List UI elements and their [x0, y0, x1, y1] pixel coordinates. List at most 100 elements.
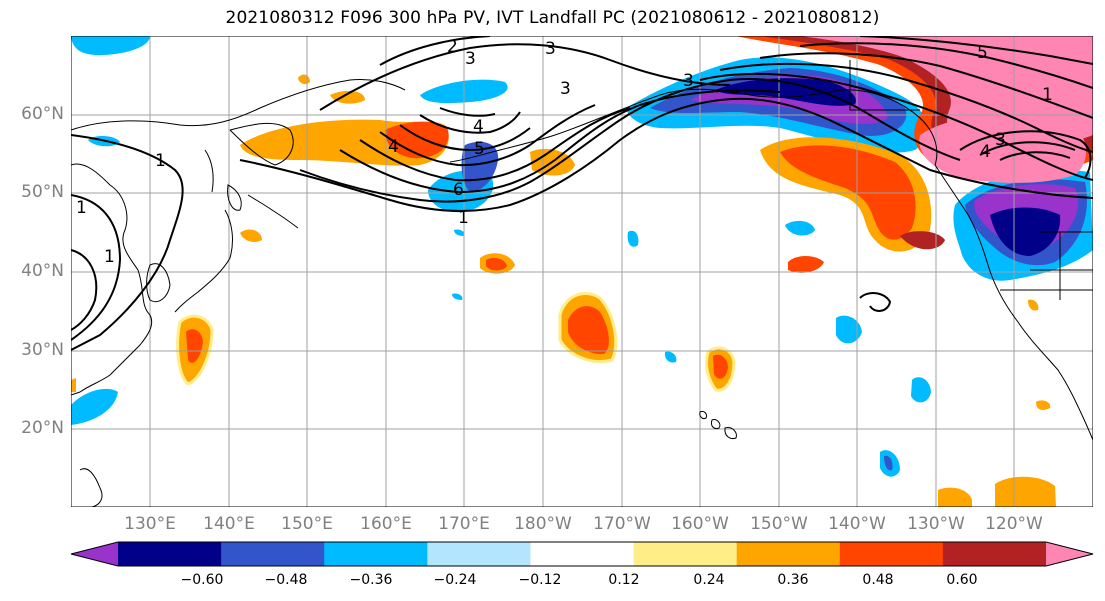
contour-label: 1 [458, 208, 469, 228]
coastline [724, 427, 737, 439]
pv-contour [719, 62, 1093, 153]
pv-contour [959, 130, 1092, 179]
pv-contour [71, 194, 122, 341]
lat-label: 50°N [21, 182, 64, 202]
anomaly-region [990, 207, 1061, 256]
pv-contour [71, 134, 184, 351]
coastline [174, 209, 233, 313]
pv-contour [379, 36, 491, 66]
coastline [79, 468, 103, 507]
colorbar [71, 542, 1093, 566]
coastline [71, 163, 153, 396]
contour-label: 3 [995, 130, 1006, 150]
pv-contour [699, 72, 1093, 181]
coastline [247, 194, 299, 229]
anomaly-region [788, 256, 824, 273]
graticule [71, 36, 1093, 507]
anomaly-region [664, 351, 677, 363]
contour-label: 4 [980, 142, 991, 162]
anomaly-region [836, 315, 862, 344]
pv-contour [71, 249, 98, 331]
anomaly-edge [704, 346, 736, 392]
state-border [849, 60, 920, 111]
anomaly-region [911, 377, 931, 403]
pv-contours [71, 36, 1093, 351]
contour-label: 3 [560, 79, 571, 99]
coastline [146, 263, 171, 303]
coastline [934, 164, 1093, 441]
map-plot: 1 1 1 1 2 3 3 3 4 4 5 6 1 3 4 5 3 [71, 36, 1093, 507]
colorbar-segment [221, 542, 325, 566]
anomaly-edge [176, 314, 214, 386]
contour-label: 3 [545, 39, 556, 59]
colorbar-tick-label: −0.48 [264, 572, 308, 588]
contour-label: 1 [76, 198, 87, 218]
anomaly-region [713, 354, 728, 379]
pv-contour [859, 36, 1093, 65]
anomaly-region [627, 230, 639, 247]
lon-label: 150°E [281, 514, 333, 534]
anomaly-region [780, 145, 916, 240]
contour-label: 3 [465, 49, 476, 69]
pv-contour [859, 292, 892, 312]
lon-label: 140°E [203, 514, 255, 534]
anomaly-region [240, 229, 262, 242]
colorbar-segment [118, 542, 222, 566]
coastline [71, 79, 406, 131]
anomaly-region [330, 90, 365, 104]
colorbar-tick-label: 0.24 [693, 572, 725, 588]
anomaly-region [454, 229, 465, 236]
lon-label: 170°E [438, 514, 490, 534]
colorbar-segment [736, 542, 841, 566]
anomaly-region [900, 231, 945, 250]
lon-label: 120°W [985, 514, 1043, 534]
contour-label: 1 [1042, 85, 1053, 105]
anomaly-region [385, 121, 449, 159]
lat-label: 20°N [21, 418, 64, 438]
pv-contour [379, 104, 596, 167]
colorbar-segment [942, 542, 1047, 566]
coastline [699, 411, 707, 419]
coastline [229, 122, 294, 166]
anomaly-region [785, 220, 815, 236]
colorbar-tick-label: −0.24 [433, 572, 477, 588]
colorbar-segment [530, 542, 635, 566]
anomaly-region [71, 36, 150, 56]
colorbar-tick-label: 0.36 [777, 572, 809, 588]
coastlines [71, 60, 1093, 507]
pv-contour [239, 97, 1093, 213]
colorbar-tick-label: −0.60 [180, 572, 224, 588]
colorbar-extend-low [71, 542, 118, 566]
pv-contour [339, 89, 781, 194]
pv-contour [799, 42, 1093, 89]
lon-label: 180°W [514, 514, 572, 534]
contour-label: 2 [447, 37, 458, 57]
lon-label: 140°W [828, 514, 886, 534]
colorbar-segment [839, 542, 944, 566]
colorbar-extend-high [1046, 542, 1093, 566]
pv-contour [439, 107, 496, 117]
colorbar-tick-label: 0.60 [946, 572, 978, 588]
pv-contour [319, 43, 731, 111]
contour-label: 5 [977, 43, 988, 63]
coastline [711, 419, 721, 429]
pv-contour-labels: 1 1 1 1 2 3 3 3 4 4 5 6 1 3 4 5 3 [76, 37, 1053, 267]
anomaly-region [71, 378, 76, 392]
colorbar-tick-label: −0.36 [349, 572, 393, 588]
pv-contour [299, 78, 961, 203]
colorbar-segment [633, 542, 738, 566]
lat-label: 40°N [21, 261, 64, 281]
anomaly-edge [558, 292, 618, 364]
lon-label: 160°E [360, 514, 412, 534]
colorbar-tick-label: 0.48 [862, 572, 894, 588]
anomaly-region [919, 113, 1087, 183]
anomaly-region [1036, 400, 1051, 410]
lon-label: 170°W [593, 514, 651, 534]
contour-label: 6 [453, 180, 464, 200]
pv-contour [419, 111, 521, 134]
anomaly-region [1028, 299, 1039, 311]
anomaly-region [71, 388, 118, 425]
lat-label: 30°N [21, 340, 64, 360]
anomaly-region [568, 306, 609, 355]
